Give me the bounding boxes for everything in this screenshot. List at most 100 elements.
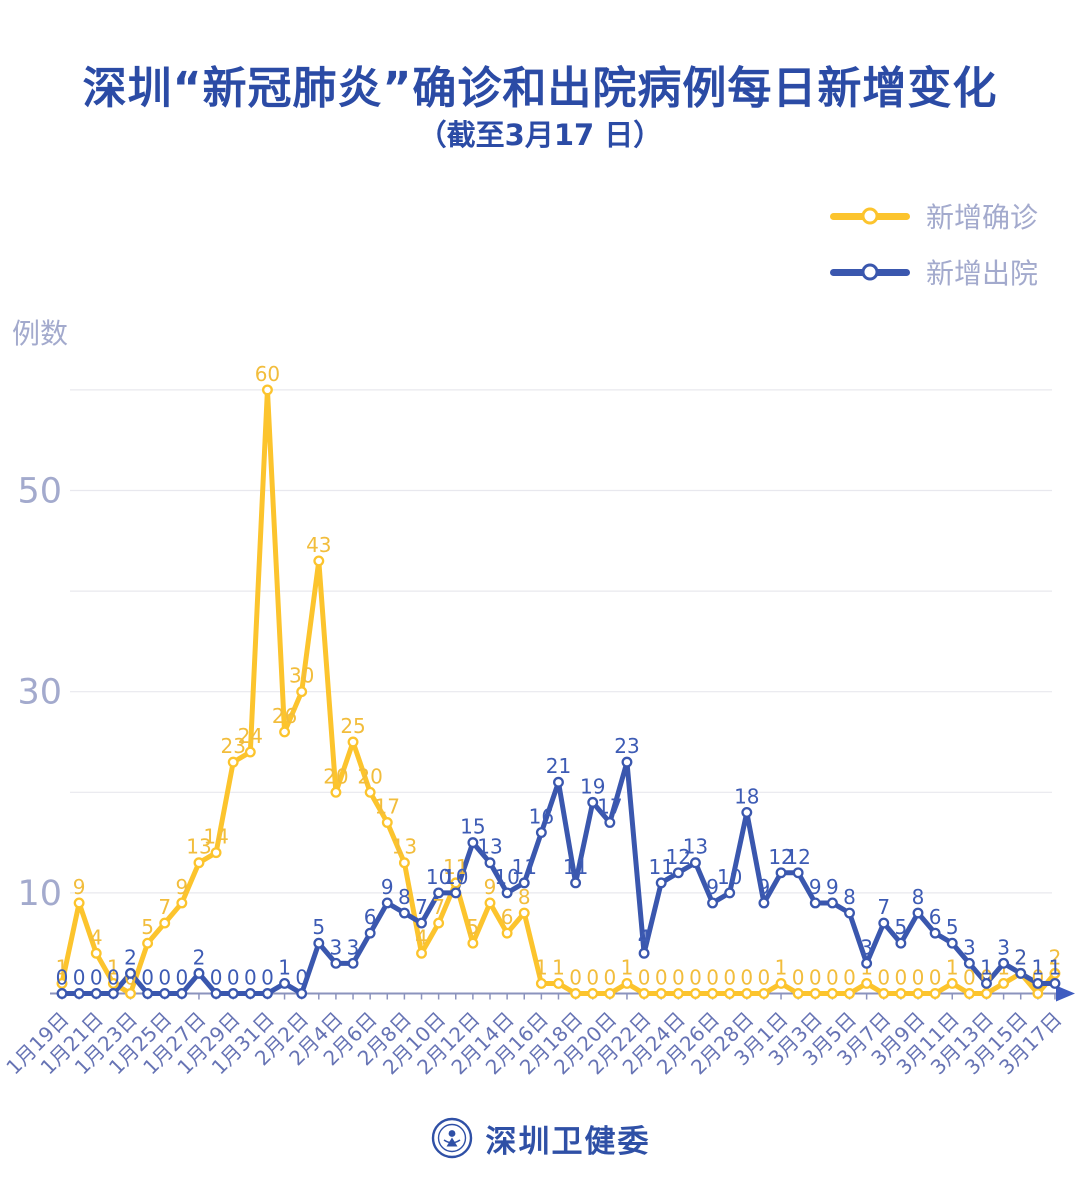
discharged-point-marker bbox=[501, 887, 513, 899]
discharged-point-label: 11 bbox=[648, 855, 673, 879]
discharged-point-label: 9 bbox=[809, 875, 822, 899]
discharged-point-marker bbox=[621, 756, 633, 768]
confirmed-point-label: 9 bbox=[175, 875, 188, 899]
confirmed-point-marker bbox=[381, 817, 393, 828]
discharged-point-marker bbox=[758, 897, 770, 909]
discharged-point-label: 0 bbox=[175, 966, 188, 990]
confirmed-point-label: 17 bbox=[375, 794, 400, 818]
confirmed-point-label: 7 bbox=[432, 895, 445, 919]
discharged-point-marker bbox=[433, 887, 445, 899]
confirmed-point-label: 0 bbox=[843, 966, 856, 990]
confirmed-point-marker bbox=[587, 988, 599, 999]
confirmed-point-marker bbox=[433, 917, 445, 929]
confirmed-point-marker bbox=[998, 977, 1010, 989]
confirmed-point-label: 1 bbox=[552, 955, 565, 979]
discharged-line-swatch bbox=[829, 263, 910, 281]
discharged-point-marker bbox=[227, 988, 239, 999]
discharged-point-marker bbox=[570, 877, 582, 889]
legend-item-discharged: 新增出院 bbox=[829, 252, 1038, 292]
discharged-point-marker bbox=[296, 988, 308, 999]
confirmed-point-label: 5 bbox=[467, 915, 480, 939]
confirmed-point-marker bbox=[963, 988, 975, 999]
confirmed-point-marker bbox=[142, 937, 154, 949]
discharged-point-label: 8 bbox=[398, 885, 411, 909]
discharged-point-label: 9 bbox=[381, 875, 394, 899]
discharged-point-marker bbox=[587, 796, 599, 808]
discharged-point-marker bbox=[707, 897, 719, 909]
discharged-point-label: 0 bbox=[90, 966, 103, 990]
confirmed-point-label: 43 bbox=[306, 533, 331, 557]
discharged-point-label: 9 bbox=[826, 875, 839, 899]
page-subtitle: （截至3月17 日） bbox=[417, 118, 663, 152]
confirmed-point-marker bbox=[895, 988, 907, 999]
discharged-point-label: 0 bbox=[295, 966, 308, 990]
discharged-point-marker bbox=[125, 967, 136, 979]
y-axis-title: 例数 bbox=[12, 317, 69, 350]
discharged-point-marker bbox=[724, 887, 736, 899]
confirmed-point-label: 60 bbox=[255, 362, 280, 386]
discharged-point-marker bbox=[775, 867, 787, 879]
discharged-point-label: 19 bbox=[580, 774, 605, 798]
discharged-point-marker bbox=[929, 927, 941, 939]
confirmed-point-label: 0 bbox=[826, 966, 839, 990]
discharged-point-marker bbox=[90, 988, 102, 999]
confirmed-point-label: 1 bbox=[775, 955, 788, 979]
page-title: 深圳“新冠肺炎”确诊和出院病例每日新增变化 bbox=[82, 63, 998, 114]
discharged-point-label: 11 bbox=[512, 855, 537, 879]
confirmed-point-label: 9 bbox=[73, 875, 86, 899]
discharged-point-label: 11 bbox=[563, 855, 588, 879]
discharged-point-label: 12 bbox=[785, 845, 810, 869]
confirmed-point-marker bbox=[604, 988, 616, 999]
confirmed-point-marker bbox=[193, 857, 205, 869]
discharged-point-label: 0 bbox=[56, 966, 69, 990]
discharged-point-marker bbox=[450, 887, 462, 899]
discharged-point-marker bbox=[261, 988, 273, 999]
confirmed-point-label: 7 bbox=[158, 895, 171, 919]
confirmed-point-label: 0 bbox=[929, 966, 942, 990]
confirmed-point-marker bbox=[501, 927, 513, 939]
discharged-point-label: 1 bbox=[980, 955, 993, 979]
discharged-point-marker bbox=[878, 917, 890, 929]
discharged-point-label: 0 bbox=[141, 966, 154, 990]
discharged-point-label: 9 bbox=[758, 875, 771, 899]
confirmed-point-marker bbox=[107, 977, 119, 989]
confirmed-point-label: 9 bbox=[484, 875, 497, 899]
confirmed-point-marker bbox=[535, 977, 547, 989]
confirmed-point-label: 0 bbox=[672, 966, 685, 990]
confirmed-point-marker bbox=[364, 786, 376, 798]
discharged-point-marker bbox=[484, 857, 496, 869]
confirmed-point-label: 0 bbox=[569, 966, 582, 990]
discharged-point-marker bbox=[826, 897, 838, 909]
discharged-point-label: 3 bbox=[963, 935, 976, 959]
discharged-point-label: 8 bbox=[912, 885, 925, 909]
discharged-point-label: 10 bbox=[717, 865, 742, 889]
line-chart: 1030501月19日1月21日1月23日1月25日1月27日1月29日1月31… bbox=[1, 362, 1075, 1079]
confirmed-point-label: 20 bbox=[357, 764, 382, 788]
discharged-point-label: 9 bbox=[706, 875, 719, 899]
discharged-point-label: 15 bbox=[460, 815, 485, 839]
confirmed-point-label: 14 bbox=[203, 825, 228, 849]
confirmed-line-swatch bbox=[829, 207, 910, 225]
discharged-point-marker bbox=[381, 897, 393, 909]
confirmed-point-label: 0 bbox=[638, 966, 651, 990]
discharged-point-label: 13 bbox=[683, 835, 708, 859]
discharged-point-label: 0 bbox=[158, 966, 171, 990]
confirmed-point-marker bbox=[518, 907, 530, 919]
confirmed-point-label: 0 bbox=[758, 966, 771, 990]
discharged-point-label: 7 bbox=[415, 895, 428, 919]
confirmed-point-marker bbox=[724, 988, 736, 999]
confirmed-point-marker bbox=[672, 988, 684, 999]
discharged-point-marker bbox=[364, 927, 376, 939]
discharged-point-marker bbox=[792, 867, 804, 879]
x-axis-arrow-icon bbox=[1056, 985, 1075, 1002]
confirmed-point-label: 0 bbox=[586, 966, 599, 990]
confirmed-point-label: 26 bbox=[272, 704, 297, 728]
confirmed-point-marker bbox=[912, 988, 924, 999]
discharged-point-marker bbox=[518, 877, 530, 889]
discharged-point-marker bbox=[672, 867, 684, 879]
discharged-point-label: 10 bbox=[426, 865, 451, 889]
discharged-point-marker bbox=[553, 776, 564, 788]
confirmed-point-marker bbox=[621, 977, 633, 989]
discharged-point-marker bbox=[193, 967, 205, 979]
confirmed-point-label: 4 bbox=[90, 925, 103, 949]
